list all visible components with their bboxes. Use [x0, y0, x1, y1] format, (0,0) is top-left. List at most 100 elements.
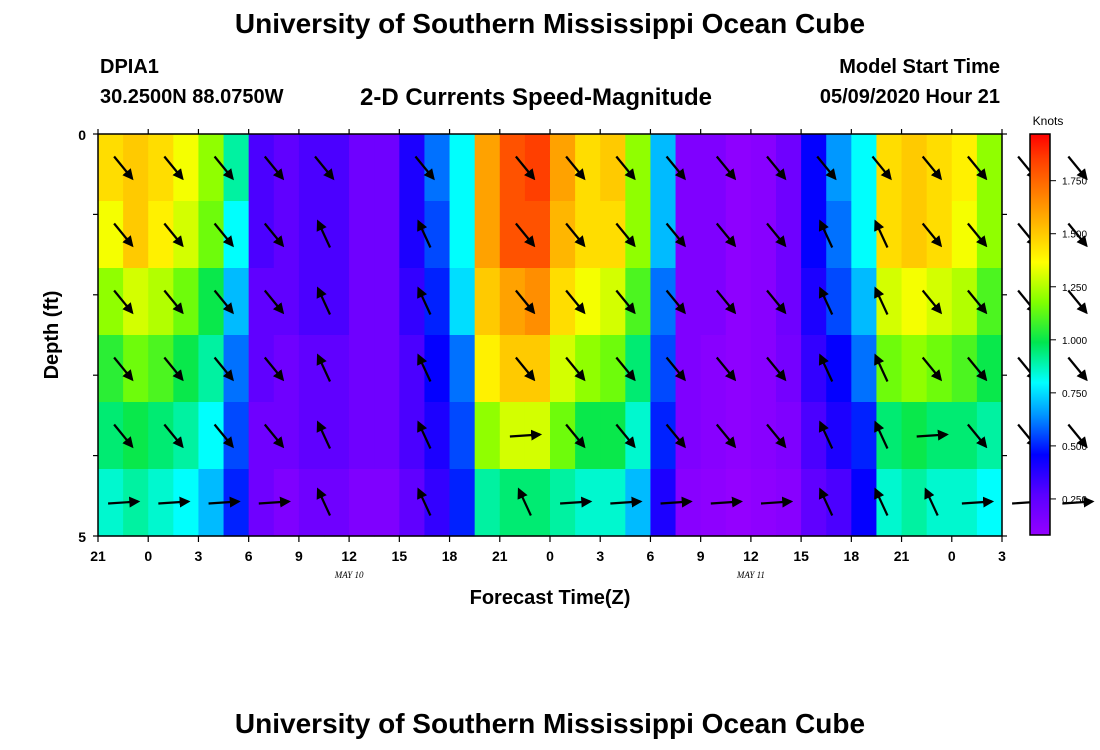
heatmap-cell	[851, 469, 878, 537]
current-arrow	[967, 356, 988, 382]
current-arrow	[108, 496, 141, 508]
current-arrow	[665, 222, 686, 248]
heatmap-cell	[424, 469, 451, 537]
current-arrow	[818, 353, 834, 382]
current-arrow	[565, 356, 586, 382]
current-arrow	[263, 423, 285, 449]
current-arrow	[921, 289, 943, 315]
heatmap-cell	[901, 469, 928, 537]
current-arrow	[1067, 289, 1088, 315]
current-arrow	[515, 155, 536, 181]
x-tick-label: 9	[697, 548, 705, 564]
current-arrows	[108, 155, 1095, 516]
current-arrow	[818, 286, 834, 315]
current-arrow	[766, 289, 787, 315]
heatmap-cell	[524, 268, 551, 336]
heatmap-cell	[374, 469, 400, 537]
heatmap-cell	[600, 335, 626, 403]
heatmap-cell	[575, 201, 601, 269]
heatmap-cell	[826, 469, 852, 537]
heatmap-cells	[98, 134, 1003, 537]
heatmap-cell	[625, 201, 652, 269]
heatmap-cell	[173, 335, 200, 403]
heatmap-cell	[399, 335, 426, 403]
heatmap-cell	[600, 134, 626, 202]
heatmap-cell	[449, 335, 476, 403]
colorbar-tick-label: 1.500	[1062, 230, 1087, 241]
heatmap-cell	[198, 335, 225, 403]
heatmap-cell	[98, 402, 124, 470]
heatmap-cell	[575, 268, 601, 336]
current-arrow	[818, 420, 834, 449]
current-arrow	[208, 496, 241, 508]
x-tick-label: 6	[647, 548, 655, 564]
heatmap-cell	[550, 134, 576, 202]
heatmap-cell	[700, 268, 727, 336]
heatmap-cell	[901, 335, 928, 403]
current-arrow	[615, 155, 636, 181]
x-tick-label: 0	[144, 548, 152, 564]
heatmap-cell	[248, 335, 275, 403]
heatmap-cell	[876, 469, 903, 537]
heatmap-cell	[449, 134, 476, 202]
current-arrow	[213, 356, 234, 382]
current-arrow	[665, 423, 686, 449]
heatmap-cell	[474, 268, 501, 336]
heatmap-cell	[298, 402, 325, 470]
heatmap-cell	[901, 201, 928, 269]
heatmap-cell	[524, 335, 551, 403]
heatmap-cell	[951, 335, 978, 403]
heatmap-cell	[349, 402, 375, 470]
heatmap-cell	[449, 469, 476, 537]
current-arrow	[615, 222, 636, 248]
heatmap-cell	[499, 268, 526, 336]
heatmap-cell	[725, 201, 752, 269]
heatmap-cell	[223, 335, 250, 403]
x-tick-label: 21	[894, 548, 910, 564]
heatmap-cell	[173, 268, 200, 336]
chart-title: 2-D Currents Speed-Magnitude	[360, 84, 713, 111]
heatmap-cell	[298, 268, 325, 336]
heatmap-cell	[876, 335, 903, 403]
heatmap-cell	[349, 268, 375, 336]
heatmap-cell	[374, 201, 400, 269]
current-arrow	[967, 155, 988, 181]
heatmap-cell	[976, 268, 1003, 336]
heatmap-cell	[826, 402, 852, 470]
current-arrow	[163, 222, 184, 248]
heatmap-cell	[750, 268, 777, 336]
current-arrow	[874, 219, 889, 248]
heatmap-cell	[123, 201, 149, 269]
heatmap-cell	[575, 402, 601, 470]
current-arrow	[615, 356, 636, 382]
y-axis-label: Depth (ft)	[41, 291, 63, 380]
heatmap-cell	[223, 268, 250, 336]
heatmap-cell	[851, 201, 878, 269]
current-arrow	[517, 487, 532, 516]
heatmap-cell	[600, 201, 626, 269]
current-arrow	[213, 155, 234, 181]
current-arrow	[660, 496, 693, 508]
heatmap-cell	[826, 335, 852, 403]
heatmap-cell	[750, 134, 777, 202]
heatmap-cell	[349, 134, 375, 202]
x-tick-label: 3	[195, 548, 203, 564]
heatmap-cell	[776, 268, 802, 336]
heatmap-cell	[851, 134, 878, 202]
current-speed-chart: 21 0 3 6 9 12 15 18 21 0 3 6 9 12 15 18 21 0 3 MAY 10 MAY 11…	[41, 114, 1095, 609]
heatmap-cell	[198, 201, 225, 269]
x-tick-label: 18	[442, 548, 458, 564]
heatmap-cell	[123, 134, 149, 202]
heatmap-cell	[248, 134, 275, 202]
colorbar-ticks: 1.750 1.500 1.250 1.000 0.750 0.500 0.250	[1050, 177, 1087, 506]
page-title: University of Southern Mississippi Ocean…	[234, 8, 866, 39]
heatmap-cell	[876, 268, 903, 336]
current-arrow	[766, 155, 787, 181]
current-arrow	[263, 289, 285, 315]
heatmap-cell	[675, 402, 702, 470]
current-arrow	[874, 420, 889, 449]
model-start-time: 05/09/2020 Hour 21	[819, 86, 1000, 108]
current-arrow	[163, 289, 184, 315]
date-label: MAY 11	[736, 570, 765, 580]
x-tick-label: 18	[844, 548, 860, 564]
